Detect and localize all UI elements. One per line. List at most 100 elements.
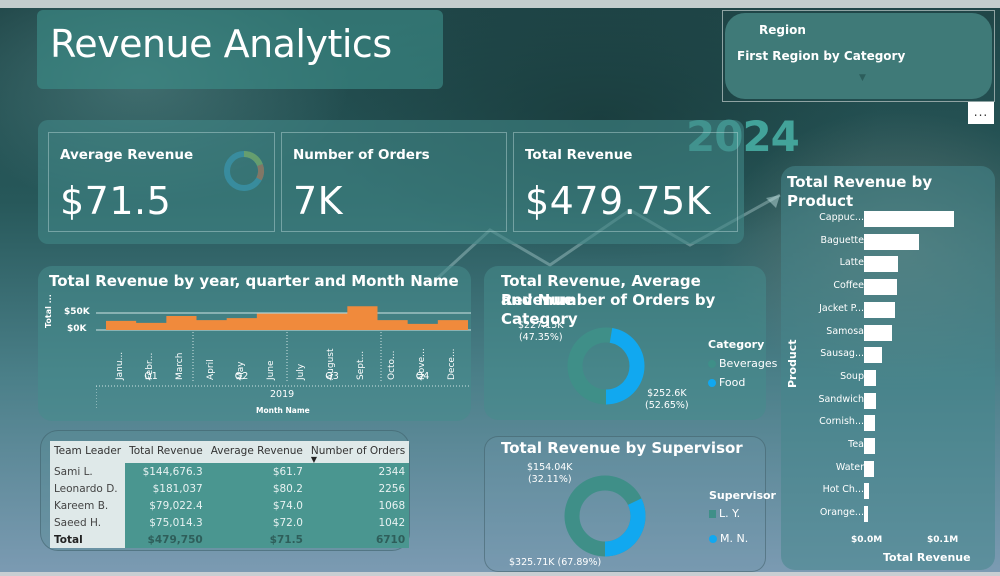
- bar-row[interactable]: Samosa: [781, 324, 995, 341]
- bar[interactable]: [864, 256, 899, 273]
- category-donut: [567, 327, 645, 405]
- slicer-label: Region: [759, 23, 806, 37]
- bar-row[interactable]: Latte: [781, 255, 995, 273]
- bar[interactable]: [864, 438, 876, 454]
- bar-row[interactable]: Water: [781, 460, 995, 477]
- supervisor-donut: [564, 475, 646, 557]
- team-leader-table[interactable]: Team Leader Total Revenue Average Revenu…: [40, 430, 410, 551]
- bar-label: Sandwich: [818, 393, 864, 405]
- data-label-percent: (52.65%): [645, 400, 689, 411]
- bar[interactable]: [864, 415, 876, 432]
- column-header-label: Number of Orders: [310, 445, 406, 457]
- bar-row[interactable]: Sausag...: [781, 346, 995, 364]
- column-header-team-leader[interactable]: Team Leader: [50, 441, 126, 463]
- cell-number-of-orders: 2256: [306, 480, 410, 497]
- region-slicer[interactable]: Region First Region by Category ▼: [722, 10, 995, 102]
- legend-item-mn[interactable]: M. N.: [709, 532, 776, 545]
- kpi-card-total-revenue[interactable]: Total Revenue $479.75K: [513, 132, 738, 232]
- column-header-average-revenue[interactable]: Average Revenue: [206, 441, 307, 463]
- x-tick-quarter: Q2: [234, 371, 249, 382]
- cell-total-revenue: $79,022.4: [125, 497, 207, 514]
- bar[interactable]: [864, 460, 875, 477]
- data-label-percent: (32.11%): [527, 474, 572, 485]
- kpi-card-average-revenue[interactable]: Average Revenue $71.5: [48, 132, 275, 232]
- cell-number-of-orders: 1068: [306, 497, 410, 514]
- bar-label: Latte: [839, 257, 864, 269]
- cell-team-leader: Leonardo D.: [50, 480, 126, 497]
- bar-row[interactable]: Sandwich: [781, 392, 995, 409]
- table-row[interactable]: Kareem B. $79,022.4 $74.0 1068: [50, 497, 410, 514]
- bar-row[interactable]: Tea: [781, 437, 995, 454]
- bar-row[interactable]: Jacket P...: [781, 301, 995, 318]
- bar-row[interactable]: Orange...: [781, 505, 995, 523]
- category-donut-chart[interactable]: Total Revenue, Average Revenue and Numbe…: [484, 266, 777, 420]
- x-tick-month: Sept...: [356, 350, 367, 380]
- bar-label: Orange...: [819, 507, 864, 519]
- bar[interactable]: [864, 324, 893, 341]
- table-header-row: Team Leader Total Revenue Average Revenu…: [50, 441, 410, 464]
- page-title: Revenue Analytics: [50, 22, 392, 66]
- bar-row[interactable]: Cappuc...: [781, 210, 995, 227]
- bar-row[interactable]: Baguette: [781, 233, 995, 250]
- data-label-food: $227.15K (47.35%): [518, 320, 564, 344]
- table-row[interactable]: Leonardo D. $181,037 $80.2 2256: [50, 480, 410, 497]
- data-label-mn: $154.04K (32.11%): [527, 462, 573, 486]
- kpi-label: Number of Orders: [293, 147, 430, 163]
- donut-decoration-icon: [224, 150, 265, 191]
- legend-item-beverages[interactable]: Beverages: [708, 357, 777, 370]
- kpi-card-number-of-orders[interactable]: Number of Orders 7K: [281, 132, 507, 232]
- cell-total-revenue: $75,014.3: [125, 514, 207, 531]
- bar[interactable]: [864, 279, 897, 296]
- legend-dot-icon: [708, 359, 716, 368]
- bar[interactable]: [864, 369, 877, 386]
- bar-row[interactable]: Cornish...: [781, 414, 995, 432]
- supervisor-donut-chart[interactable]: Total Revenue by Supervisor $154.04K (32…: [484, 436, 776, 572]
- legend-item-food[interactable]: Food: [708, 376, 777, 389]
- legend-item-ly[interactable]: L. Y.: [709, 507, 776, 520]
- cell-total-revenue: $181,037: [125, 480, 207, 497]
- cell-total-label: Total: [50, 531, 126, 548]
- bottom-window-strip: [0, 572, 1000, 576]
- product-revenue-chart[interactable]: Total Revenue by Product Product Cappuc.…: [781, 166, 995, 570]
- bar[interactable]: [864, 211, 954, 227]
- x-axis-label: Month Name: [256, 406, 310, 415]
- table-row[interactable]: Sami L. $144,676.3 $61.7 2344: [50, 463, 410, 480]
- kpi-label: Average Revenue: [60, 147, 194, 163]
- table-row[interactable]: Saeed H. $75,014.3 $72.0 1042: [50, 514, 410, 531]
- bar-row[interactable]: Hot Ch...: [781, 482, 995, 500]
- bar[interactable]: [864, 347, 883, 364]
- monthly-revenue-chart[interactable]: Total Revenue by year, quarter and Month…: [38, 266, 471, 421]
- cell-number-of-orders: 2344: [306, 463, 410, 480]
- legend-label: L. Y.: [719, 507, 741, 520]
- sort-descending-icon[interactable]: ▼: [310, 455, 318, 464]
- cell-average-revenue: $72.0: [206, 514, 307, 531]
- data-label-value: $252.6K: [647, 388, 687, 399]
- bar[interactable]: [864, 233, 919, 250]
- cell-average-revenue: $74.0: [206, 497, 307, 514]
- column-header-number-of-orders[interactable]: Number of Orders ▼: [306, 441, 410, 464]
- bar-row[interactable]: Soup: [781, 369, 995, 386]
- bar[interactable]: [864, 506, 869, 523]
- data-label-percent: (47.35%): [518, 332, 563, 343]
- column-header-total-revenue[interactable]: Total Revenue: [125, 441, 207, 463]
- bar-row[interactable]: Coffee: [781, 278, 995, 296]
- bar[interactable]: [864, 392, 877, 409]
- x-tick-month: April: [205, 359, 216, 380]
- x-tick-month: July: [296, 363, 307, 380]
- more-options-button[interactable]: ...: [968, 102, 994, 124]
- area-chart-plot: [96, 306, 471, 408]
- bar[interactable]: [864, 301, 896, 318]
- slicer-value[interactable]: First Region by Category: [737, 49, 906, 63]
- bar[interactable]: [864, 483, 870, 500]
- category-legend: Category Beverages Food: [708, 338, 777, 389]
- kpi-band: Average Revenue $71.5 Number of Orders 7…: [38, 120, 744, 244]
- kpi-value: $479.75K: [525, 179, 712, 223]
- cell-average-revenue: $71.5: [206, 531, 307, 548]
- bar-label: Sausag...: [820, 348, 864, 360]
- x-tick: $0.0M: [851, 535, 883, 545]
- data-label-value: $227.15K: [518, 320, 564, 331]
- chevron-down-icon[interactable]: ▼: [859, 73, 866, 83]
- data-table: Team Leader Total Revenue Average Revenu…: [50, 441, 410, 548]
- bar-label: Hot Ch...: [822, 484, 864, 496]
- more-options-icon: ...: [973, 105, 989, 119]
